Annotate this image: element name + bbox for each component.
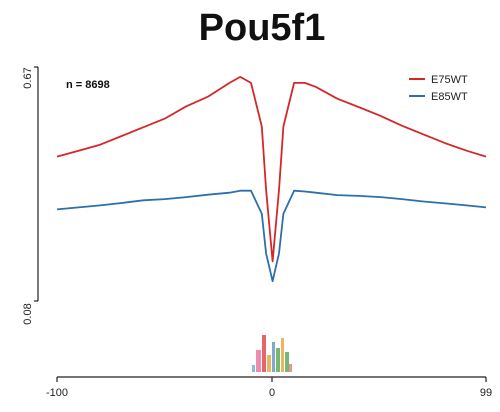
legend-label-e75wt: E75WT (431, 74, 468, 86)
legend: E75WT E85WT (409, 74, 468, 103)
series-line-e75wt (56, 76, 487, 263)
legend-label-e85wt: E85WT (431, 91, 468, 103)
chart-title: Pou5f1 (199, 7, 326, 49)
x-tick-label-right: 99 (480, 387, 492, 399)
y-tick-label-top: 0.67 (22, 67, 34, 88)
series-line-e85wt (56, 189, 487, 283)
sample-size-annotation: n = 8698 (66, 79, 110, 91)
sequence-motif-logo (252, 335, 292, 372)
y-tick-label-bottom: 0.08 (22, 303, 34, 324)
x-tick-label-left: -100 (46, 387, 68, 399)
x-tick-label-center: 0 (269, 387, 275, 399)
series-layer (56, 76, 487, 283)
